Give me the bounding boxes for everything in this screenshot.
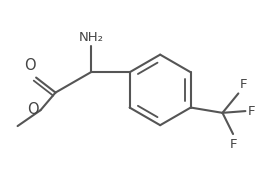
Text: O: O <box>27 102 38 117</box>
Text: F: F <box>240 78 247 91</box>
Text: O: O <box>24 58 36 73</box>
Text: F: F <box>229 138 237 152</box>
Text: NH₂: NH₂ <box>78 31 103 44</box>
Text: F: F <box>248 105 255 118</box>
